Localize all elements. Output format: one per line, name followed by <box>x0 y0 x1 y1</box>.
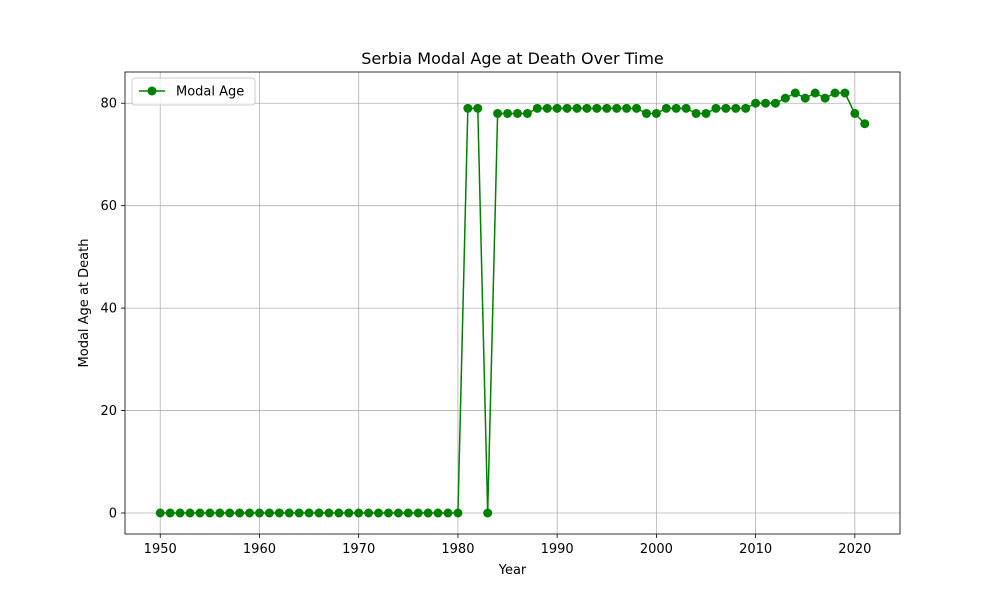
x-tick-label: 1960 <box>243 542 276 557</box>
data-point <box>423 508 433 518</box>
data-point <box>572 103 582 113</box>
data-point <box>790 88 800 98</box>
x-tick-label: 2020 <box>838 542 871 557</box>
y-tick-label: 20 <box>100 404 117 419</box>
data-point <box>741 103 751 113</box>
data-point <box>344 508 354 518</box>
data-point <box>612 103 622 113</box>
series-layer <box>155 88 870 518</box>
data-point <box>235 508 245 518</box>
data-point <box>651 108 661 118</box>
data-point <box>264 508 274 518</box>
data-point <box>443 508 453 518</box>
data-point <box>711 103 721 113</box>
data-point <box>770 98 780 108</box>
data-point <box>274 508 284 518</box>
data-point <box>175 508 185 518</box>
data-point <box>731 103 741 113</box>
data-point <box>751 98 761 108</box>
data-point <box>324 508 334 518</box>
data-point <box>364 508 374 518</box>
data-point <box>780 93 790 103</box>
data-point <box>661 103 671 113</box>
y-tick-label: 60 <box>100 199 117 214</box>
ticks: 1950 1960 1970 1980 1990 2000 2010 2020 0 20 40 60 8… <box>100 97 871 557</box>
legend-series-label: Modal Age <box>176 85 244 100</box>
data-point <box>215 508 225 518</box>
data-point <box>354 508 364 518</box>
data-point <box>622 103 632 113</box>
data-point <box>830 88 840 98</box>
data-point <box>254 508 264 518</box>
data-point <box>245 508 255 518</box>
data-point <box>641 108 651 118</box>
data-point <box>671 103 681 113</box>
x-tick-label: 2010 <box>739 542 772 557</box>
data-point <box>840 88 850 98</box>
data-point <box>463 103 473 113</box>
data-point <box>393 508 403 518</box>
x-axis-label: Year <box>498 563 527 578</box>
data-point <box>632 103 642 113</box>
y-tick-label: 80 <box>100 97 117 112</box>
data-point <box>592 103 602 113</box>
data-point <box>453 508 463 518</box>
data-point <box>562 103 572 113</box>
plot-frame <box>124 71 901 535</box>
data-point <box>225 508 235 518</box>
data-point <box>701 108 711 118</box>
data-point <box>681 103 691 113</box>
data-point <box>294 508 304 518</box>
x-tick-label: 1980 <box>441 542 474 557</box>
y-tick-label: 40 <box>100 302 117 317</box>
data-point <box>413 508 423 518</box>
data-point <box>284 508 294 518</box>
data-point <box>473 103 483 113</box>
data-point <box>582 103 592 113</box>
data-point <box>165 508 175 518</box>
data-point <box>334 508 344 518</box>
data-point <box>185 508 195 518</box>
y-axis-label: Modal Age at Death <box>77 239 92 368</box>
data-point <box>483 508 493 518</box>
data-point <box>860 119 870 129</box>
data-point <box>542 103 552 113</box>
data-point <box>810 88 820 98</box>
data-point <box>304 508 314 518</box>
data-point <box>820 93 830 103</box>
data-point <box>691 108 701 118</box>
data-point <box>374 508 384 518</box>
x-tick-label: 1950 <box>144 542 177 557</box>
legend: Modal Age <box>131 77 256 106</box>
data-point <box>195 508 205 518</box>
data-point <box>552 103 562 113</box>
data-point <box>383 508 393 518</box>
data-point <box>155 508 165 518</box>
y-tick-label: 0 <box>109 507 117 522</box>
data-point <box>532 103 542 113</box>
legend-box <box>131 77 256 106</box>
x-tick-label: 2000 <box>640 542 673 557</box>
data-point <box>602 103 612 113</box>
data-point <box>800 93 810 103</box>
x-tick-label: 1970 <box>342 542 375 557</box>
data-point <box>493 108 503 118</box>
chart-title: Serbia Modal Age at Death Over Time <box>361 49 664 68</box>
data-point <box>522 108 532 118</box>
data-point <box>761 98 771 108</box>
data-point <box>512 108 522 118</box>
data-point <box>205 508 215 518</box>
data-point <box>403 508 413 518</box>
x-tick-label: 1990 <box>541 542 574 557</box>
data-point <box>850 108 860 118</box>
data-point <box>721 103 731 113</box>
data-point <box>503 108 513 118</box>
legend-series-marker <box>147 86 157 96</box>
data-point <box>314 508 324 518</box>
data-point <box>433 508 443 518</box>
